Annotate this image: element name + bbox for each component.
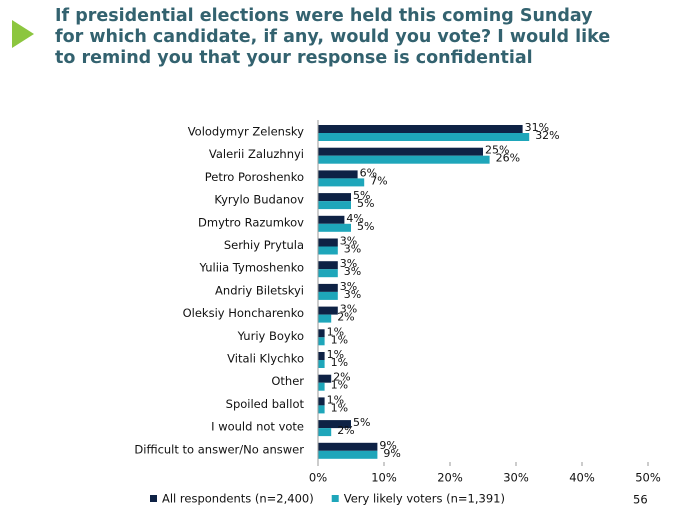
value-label: 26% bbox=[496, 152, 520, 165]
bar bbox=[318, 125, 523, 133]
category-label: Oleksiy Honcharenko bbox=[183, 306, 304, 320]
category-label: Yuliia Tymoshenko bbox=[199, 261, 305, 275]
bar bbox=[318, 337, 325, 346]
bar bbox=[318, 223, 351, 232]
value-label: 3% bbox=[340, 280, 357, 293]
category-label: Andriy Biletskyi bbox=[215, 283, 304, 297]
bar bbox=[318, 360, 325, 368]
bar bbox=[318, 382, 325, 391]
bar bbox=[318, 374, 332, 383]
category-label: Petro Poroshenko bbox=[205, 170, 304, 184]
bar bbox=[318, 170, 358, 179]
category-label: Dmytro Razumkov bbox=[198, 215, 304, 229]
category-label: Volodymyr Zelensky bbox=[188, 125, 304, 139]
legend-swatch bbox=[150, 495, 157, 502]
bar bbox=[318, 352, 325, 360]
bar bbox=[318, 178, 365, 187]
category-label: I would not vote bbox=[211, 420, 304, 434]
chart-title: If presidential elections were held this… bbox=[55, 6, 611, 68]
x-tick-label: 0% bbox=[309, 471, 327, 485]
value-label: 3% bbox=[344, 243, 361, 256]
bar bbox=[318, 306, 338, 315]
value-label: 5% bbox=[353, 416, 370, 429]
category-label: Yuriy Boyko bbox=[237, 329, 304, 343]
bar bbox=[318, 442, 378, 451]
legend-swatch bbox=[331, 495, 339, 502]
value-label: 1% bbox=[331, 379, 348, 392]
x-tick-label: 40% bbox=[569, 471, 595, 485]
bar bbox=[318, 283, 338, 292]
bar bbox=[318, 420, 351, 429]
value-label: 9% bbox=[383, 447, 400, 460]
category-label: Other bbox=[271, 374, 304, 388]
category-label: Serhiy Prytula bbox=[224, 238, 304, 252]
value-label: 3% bbox=[340, 235, 357, 248]
category-label: Spoiled ballot bbox=[226, 397, 305, 411]
value-label: 1% bbox=[331, 401, 348, 414]
x-tick-label: 20% bbox=[437, 471, 463, 485]
value-label: 3% bbox=[344, 265, 361, 278]
legend-label: Very likely voters (n=1,391) bbox=[344, 492, 505, 506]
bar bbox=[318, 246, 338, 255]
bar bbox=[318, 329, 325, 338]
value-label: 5% bbox=[357, 197, 374, 210]
x-tick-label: 30% bbox=[503, 471, 529, 485]
value-label: 5% bbox=[357, 220, 374, 233]
value-label: 5% bbox=[353, 189, 370, 202]
value-label: 1% bbox=[331, 356, 348, 369]
bar bbox=[318, 215, 345, 224]
value-label: 3% bbox=[340, 303, 357, 316]
value-label: 31% bbox=[525, 121, 549, 134]
bar bbox=[318, 155, 490, 164]
value-label: 1% bbox=[327, 348, 344, 361]
value-label: 25% bbox=[485, 144, 509, 157]
bar bbox=[318, 269, 338, 278]
x-tick-label: 50% bbox=[635, 471, 661, 485]
x-tick-label: 10% bbox=[371, 471, 397, 485]
bar bbox=[318, 450, 378, 459]
value-label: 3% bbox=[344, 288, 361, 301]
value-label: 32% bbox=[535, 129, 559, 142]
value-label: 2% bbox=[337, 424, 354, 437]
value-label: 2% bbox=[333, 371, 350, 384]
value-label: 2% bbox=[337, 311, 354, 324]
value-label: 3% bbox=[340, 257, 357, 270]
triangle-icon bbox=[12, 20, 34, 48]
bar bbox=[318, 428, 332, 437]
value-label: 1% bbox=[327, 325, 344, 338]
legend-label: All respondents (n=2,400) bbox=[162, 492, 314, 506]
value-label: 1% bbox=[327, 393, 344, 406]
bar bbox=[318, 238, 338, 247]
bar bbox=[318, 405, 325, 414]
page-number: 56 bbox=[633, 493, 648, 507]
bar bbox=[318, 397, 325, 406]
value-label: 7% bbox=[370, 174, 387, 187]
category-label: Difficult to answer/No answer bbox=[134, 442, 304, 456]
value-label: 9% bbox=[379, 439, 396, 452]
bar bbox=[318, 133, 530, 141]
bar bbox=[318, 261, 338, 270]
category-label: Kyrylo Budanov bbox=[214, 193, 304, 207]
bar bbox=[318, 291, 338, 300]
value-label: 4% bbox=[346, 212, 363, 225]
bar bbox=[318, 147, 483, 156]
bar bbox=[318, 193, 351, 202]
category-label: Vitali Klychko bbox=[227, 352, 304, 366]
value-label: 6% bbox=[360, 166, 377, 179]
bar bbox=[318, 314, 332, 323]
bar bbox=[318, 201, 351, 210]
category-label: Valerii Zaluzhnyi bbox=[209, 147, 304, 161]
value-label: 1% bbox=[331, 333, 348, 346]
